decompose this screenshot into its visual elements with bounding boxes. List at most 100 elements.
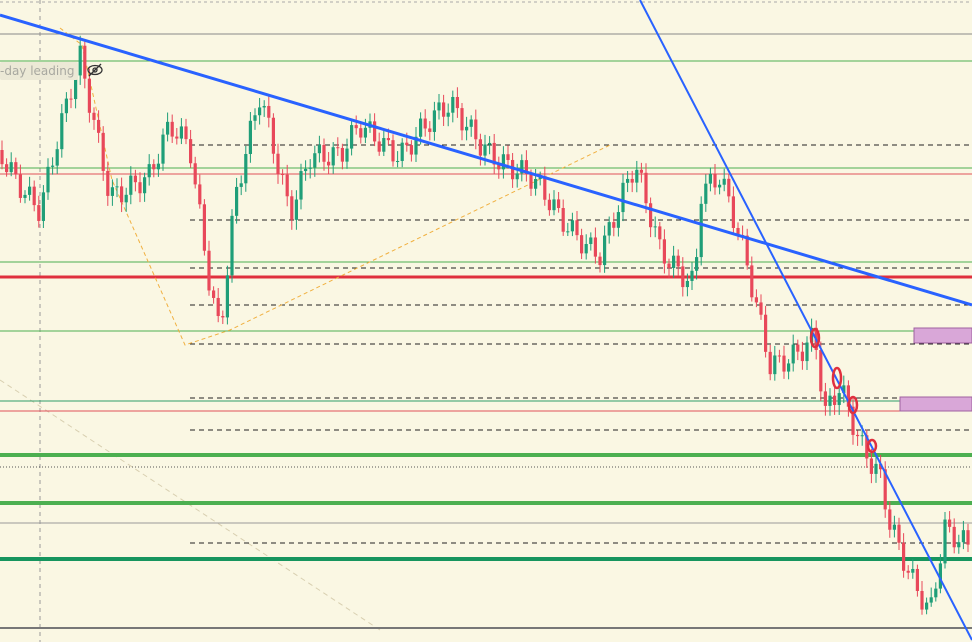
candle [377,141,381,152]
candle [782,355,786,372]
candle [69,98,73,100]
candle [340,147,344,162]
candle [285,174,289,197]
candle [543,176,547,200]
candle [419,118,423,137]
candle [110,187,114,196]
candle [124,194,128,203]
candle [294,199,298,220]
candle [202,204,206,251]
candle [156,163,160,170]
candle [727,178,731,197]
candle [644,172,648,204]
candle [253,115,257,121]
candle [276,153,280,175]
candle [833,395,837,405]
candle [520,160,524,174]
candle [405,142,409,146]
zone [899,396,972,412]
candle [189,139,193,164]
trendline [0,13,972,307]
candle [842,385,846,394]
candle [391,140,395,162]
eye-icon[interactable] [87,63,103,77]
candle [147,164,151,178]
candle [248,120,252,155]
candle [676,255,680,267]
candle [722,178,726,185]
candle [731,196,735,228]
candle [262,105,266,108]
candle [764,314,768,352]
candle [938,563,942,589]
candle [41,192,45,221]
candle [957,542,961,548]
candle [308,167,312,169]
candle [952,526,956,548]
candle [0,150,4,165]
candle [64,98,68,114]
candle [5,164,9,173]
candle [18,174,22,198]
candle [46,166,50,193]
candle [681,266,685,288]
candle [166,121,170,135]
candle [129,175,133,195]
candle [469,119,473,127]
candle [943,519,947,564]
candle [60,113,64,150]
candle [603,235,607,266]
candle [649,203,653,228]
candle [874,463,878,474]
candle [133,175,137,183]
candle [883,469,887,510]
candle [575,220,579,236]
candle [14,162,18,175]
candle [787,363,791,372]
candle [101,132,105,171]
candle [432,110,436,132]
candle [635,169,639,183]
candle [653,226,657,228]
candle [492,142,496,165]
candle [612,222,616,228]
candle [235,186,239,216]
candle [911,568,915,573]
candle [685,280,689,288]
dashed-levels [190,144,972,544]
candle [768,351,772,375]
candle [754,297,758,303]
candle [51,165,55,167]
candle [28,186,32,195]
candle [327,161,331,166]
candle [455,96,459,109]
candle [350,125,354,149]
indicator-label: -day leading [0,62,79,80]
candle [446,112,450,117]
candle [363,127,367,138]
zone [913,327,972,344]
candle [920,590,924,610]
candle [115,186,119,188]
candle [143,177,147,194]
candle [359,128,363,138]
candle [382,138,386,152]
candle [488,142,492,145]
candles [0,35,970,615]
candle [800,351,804,362]
candle [193,163,197,185]
candle [37,205,41,221]
candle [9,162,13,173]
candle [929,597,933,603]
candle [317,144,321,154]
candle [244,154,248,184]
candle [925,602,929,610]
candle [230,215,234,276]
candle [626,178,630,183]
candle [846,385,850,407]
candle [501,154,505,170]
candle [437,102,441,111]
candle [442,102,446,117]
candle [239,183,243,187]
